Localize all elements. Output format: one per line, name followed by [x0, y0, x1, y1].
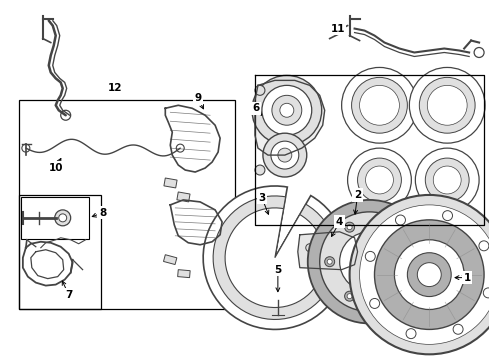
- Circle shape: [406, 329, 416, 339]
- Text: 7: 7: [65, 289, 73, 300]
- Circle shape: [409, 67, 485, 143]
- Circle shape: [427, 85, 467, 125]
- Circle shape: [407, 259, 412, 264]
- Circle shape: [474, 48, 484, 58]
- Circle shape: [280, 103, 294, 117]
- Circle shape: [374, 220, 484, 329]
- Circle shape: [308, 200, 431, 323]
- Circle shape: [319, 212, 419, 311]
- Circle shape: [385, 222, 394, 232]
- Text: 5: 5: [274, 265, 281, 275]
- Circle shape: [347, 148, 412, 212]
- Circle shape: [394, 240, 464, 310]
- Circle shape: [55, 210, 71, 226]
- Circle shape: [61, 110, 71, 120]
- Text: 11: 11: [330, 24, 345, 33]
- Circle shape: [271, 141, 299, 169]
- Text: 1: 1: [464, 273, 471, 283]
- Text: 2: 2: [354, 190, 361, 200]
- Circle shape: [263, 133, 307, 177]
- Bar: [164, 178, 177, 188]
- Circle shape: [419, 77, 475, 133]
- Circle shape: [425, 158, 469, 202]
- Circle shape: [176, 144, 184, 152]
- Circle shape: [252, 75, 322, 145]
- Circle shape: [59, 214, 67, 222]
- Circle shape: [366, 251, 375, 261]
- Bar: [177, 192, 190, 202]
- Circle shape: [417, 263, 441, 287]
- Circle shape: [306, 244, 314, 252]
- Circle shape: [369, 298, 380, 309]
- Circle shape: [358, 158, 401, 202]
- Circle shape: [433, 166, 461, 194]
- Polygon shape: [298, 232, 358, 270]
- Text: 3: 3: [258, 193, 266, 203]
- Circle shape: [347, 294, 352, 299]
- Circle shape: [325, 257, 335, 267]
- Bar: [178, 270, 190, 278]
- Circle shape: [278, 148, 292, 162]
- Circle shape: [322, 244, 338, 260]
- Text: 9: 9: [195, 93, 202, 103]
- Circle shape: [347, 225, 352, 230]
- Text: 10: 10: [49, 163, 63, 173]
- Circle shape: [385, 291, 394, 301]
- Wedge shape: [203, 186, 346, 329]
- Circle shape: [360, 205, 490, 345]
- Circle shape: [387, 294, 392, 299]
- Circle shape: [453, 324, 463, 334]
- Circle shape: [360, 252, 379, 272]
- Circle shape: [442, 211, 453, 221]
- Circle shape: [387, 225, 392, 230]
- Polygon shape: [255, 80, 325, 155]
- Circle shape: [360, 85, 399, 125]
- Circle shape: [344, 222, 355, 232]
- Circle shape: [342, 67, 417, 143]
- Circle shape: [340, 232, 399, 292]
- Bar: [19, 100, 235, 310]
- Wedge shape: [225, 208, 325, 307]
- Wedge shape: [213, 196, 337, 319]
- Circle shape: [255, 165, 265, 175]
- Circle shape: [327, 259, 332, 264]
- Circle shape: [395, 215, 405, 225]
- Circle shape: [349, 195, 490, 354]
- Circle shape: [262, 85, 312, 135]
- Circle shape: [366, 166, 393, 194]
- Text: 8: 8: [99, 208, 106, 218]
- Text: 4: 4: [336, 217, 343, 227]
- Circle shape: [479, 241, 489, 251]
- Circle shape: [272, 95, 302, 125]
- Circle shape: [345, 252, 354, 260]
- Bar: [164, 255, 177, 265]
- Circle shape: [404, 257, 415, 267]
- Circle shape: [22, 144, 30, 152]
- Circle shape: [352, 77, 407, 133]
- Circle shape: [344, 291, 355, 301]
- Circle shape: [483, 288, 490, 298]
- Bar: [21, 197, 89, 239]
- Circle shape: [416, 148, 479, 212]
- Circle shape: [407, 253, 451, 297]
- Bar: [19, 195, 100, 310]
- Circle shape: [255, 85, 265, 95]
- Circle shape: [352, 244, 388, 280]
- Text: 6: 6: [252, 103, 260, 113]
- Text: 12: 12: [108, 84, 123, 93]
